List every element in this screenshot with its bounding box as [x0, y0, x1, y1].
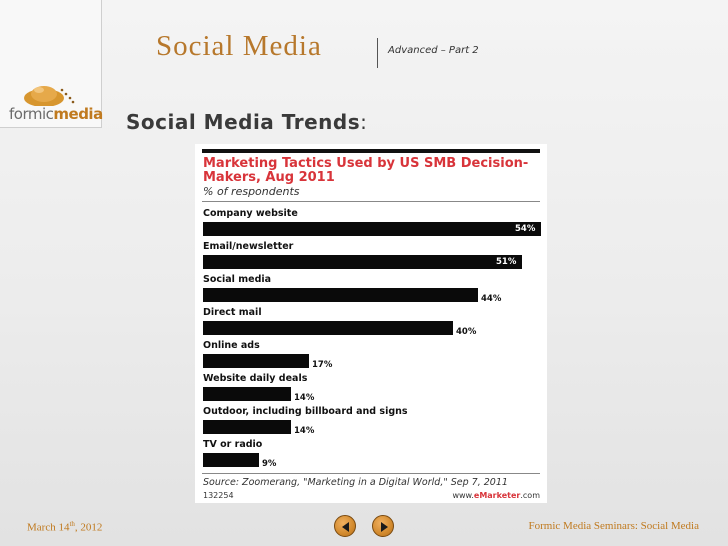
section-heading: Social Media Trends:: [126, 110, 367, 134]
previous-slide-button[interactable]: [334, 515, 356, 537]
bar-label: Company website: [203, 208, 298, 219]
bar-value-label: 54%: [515, 224, 536, 234]
chart-top-rule: [202, 149, 540, 153]
bar: [203, 222, 541, 236]
bar-label: Outdoor, including billboard and signs: [203, 406, 408, 417]
chart-brand-suffix: .com: [520, 491, 540, 500]
page-subtitle: Advanced – Part 2: [388, 45, 479, 56]
bar-value-label: 44%: [481, 294, 502, 304]
section-heading-colon: :: [360, 110, 368, 134]
formic-logo-icon: [24, 86, 75, 106]
chart-footer-rule: [202, 473, 540, 474]
footer-date: March 14th, 2012: [27, 520, 102, 534]
bar-label: TV or radio: [203, 439, 263, 450]
bar-label: Email/newsletter: [203, 241, 294, 252]
triangle-left-icon: [342, 522, 349, 532]
chart-id: 132254: [203, 491, 234, 500]
bar: [203, 453, 259, 467]
bar: [203, 354, 309, 368]
logo-wordmark: formicmedia: [9, 105, 103, 123]
title-divider: [377, 38, 378, 68]
bar-value-label: 9%: [262, 459, 277, 469]
bar-value-label: 14%: [294, 393, 315, 403]
logo-panel: formicmedia: [0, 0, 103, 128]
section-heading-text: Social Media Trends: [126, 110, 361, 134]
bar-label: Website daily deals: [203, 373, 308, 384]
bar: [203, 420, 291, 434]
footer-date-year: , 2012: [74, 521, 103, 534]
chart-source: Source: Zoomerang, "Marketing in a Digit…: [203, 477, 508, 488]
footer-title: Formic Media Seminars: Social Media: [528, 520, 699, 532]
chart-title: Marketing Tactics Used by US SMB Decisio…: [203, 156, 529, 185]
chart-brand: www.eMarketer.com: [452, 491, 540, 500]
bar-label: Social media: [203, 274, 272, 285]
chart-subtitle: % of respondents: [203, 185, 300, 198]
bar-value-label: 51%: [496, 257, 517, 267]
bar-label: Direct mail: [203, 307, 262, 318]
footer-date-main: March 14: [27, 521, 70, 534]
bar: [203, 288, 478, 302]
next-slide-button[interactable]: [372, 515, 394, 537]
bar-value-label: 14%: [294, 426, 315, 436]
bar-label: Online ads: [203, 340, 260, 351]
page-title: Social Media: [156, 30, 322, 62]
bar-value-label: 17%: [312, 360, 333, 370]
bar: [203, 255, 522, 269]
bar: [203, 321, 453, 335]
bar: [203, 387, 291, 401]
chart-brand-prefix: www.: [452, 491, 474, 500]
chart-header-rule: [202, 201, 540, 202]
chart-brand-name: eMarketer: [473, 491, 521, 500]
triangle-right-icon: [381, 522, 388, 532]
bar-value-label: 40%: [456, 327, 477, 337]
bar-chart: Marketing Tactics Used by US SMB Decisio…: [195, 144, 547, 503]
footer-date-sup: th: [69, 520, 75, 528]
